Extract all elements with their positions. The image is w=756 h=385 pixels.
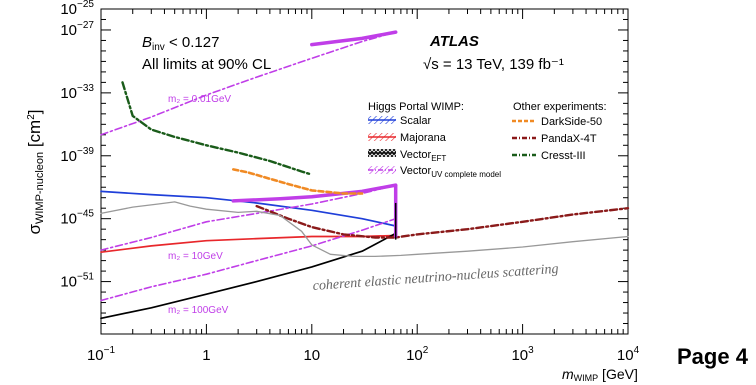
series-line (232, 168, 364, 195)
series-line (100, 31, 397, 136)
legend-group2-title: Other experiments: (513, 101, 607, 113)
legend-item-darkside: DarkSide-50 (541, 116, 602, 128)
y-tick-label: 10−39 (60, 146, 94, 165)
series-line (100, 190, 397, 227)
y-axis-title: σWIMP-nucleon [cm2] (25, 109, 46, 234)
series-line (231, 183, 398, 203)
y-tick-label: 10−51 (60, 272, 94, 291)
mass-label-001: m₂ = 0.01GeV (168, 94, 231, 105)
x-tick-label: 102 (406, 345, 429, 364)
x-tick-label: 1 (202, 347, 210, 364)
x-axis-title: mWIMP [GeV] (562, 366, 638, 383)
legend-item-majorana: Majorana (400, 132, 447, 144)
legend-item-scalar: Scalar (400, 115, 432, 127)
legend-item-vector-eft: VectorEFT (400, 149, 446, 163)
neutrino-floor-label: coherent elastic neutrino-nucleus scatte… (312, 262, 559, 294)
series-line (100, 201, 629, 258)
y-tick-label: 10−33 (60, 83, 94, 102)
legend-item-vector-uv: VectorUV complete model (400, 165, 501, 179)
legend-item-pandax: PandaX-4T (541, 133, 597, 145)
legend: Higgs Portal WIMP: Other experiments: Sc… (368, 101, 607, 179)
mass-label-100: m₂ = 100GeV (168, 305, 229, 316)
x-tick-label: 10 (303, 347, 320, 364)
x-tick-label: 103 (511, 345, 534, 364)
energy-annotation: √s = 13 TeV, 139 fb⁻¹ (423, 56, 564, 73)
series-line (100, 234, 397, 254)
y-tick-label: 10−45 (60, 209, 94, 228)
plot-frame (100, 8, 629, 335)
mass-label-10: m₂ = 10GeV (168, 251, 223, 262)
atlas-label: ATLAS (429, 33, 479, 50)
series-line (100, 232, 397, 320)
series-line (310, 30, 398, 47)
legend-group1-title: Higgs Portal WIMP: (368, 101, 464, 113)
page-label: Page 4 (677, 344, 748, 369)
axis-ticks: 10−1 1 10 102 103 104 10−25 10−27 10−33 10−39 10−4… (60, 0, 639, 364)
x-tick-label: 10−1 (87, 345, 116, 364)
series-line (100, 217, 397, 302)
binv-annotation: Binv < 0.127 (142, 34, 219, 53)
y-tick-label: 10−27 (60, 20, 94, 39)
cl-annotation: All limits at 90% CL (142, 56, 271, 73)
series-line (121, 81, 313, 176)
x-tick-label: 104 (617, 345, 640, 364)
legend-item-cresst: Cresst-III (541, 150, 586, 162)
series-layer (100, 30, 630, 320)
y-tick-label: 10−25 (60, 0, 94, 18)
